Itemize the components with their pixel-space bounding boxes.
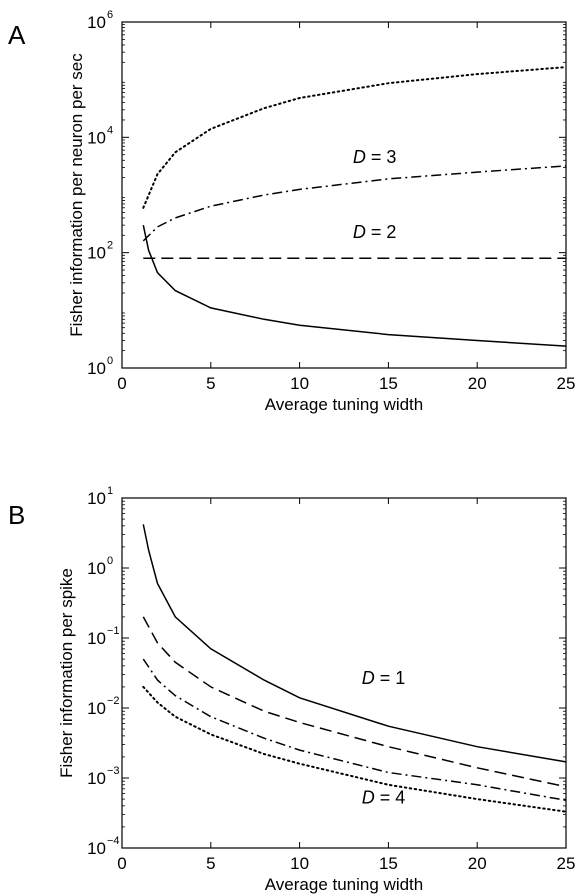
- series-line-dotted: [142, 685, 567, 813]
- x-tick-label: 10: [290, 374, 309, 393]
- y-tick-exponent: 1: [107, 485, 113, 497]
- x-tick-label: 5: [206, 374, 215, 393]
- series-line-solid: [142, 524, 567, 763]
- y-tick-exponent: 2: [107, 240, 113, 252]
- series-line-solid: [142, 225, 567, 347]
- plot-frame: [121, 497, 567, 849]
- x-tick-label: 20: [468, 854, 487, 873]
- curve-annotation: D = 1: [362, 668, 406, 688]
- y-tick-label: 10: [87, 489, 106, 508]
- x-tick-label: 25: [557, 374, 576, 393]
- x-axis-label: Average tuning width: [265, 395, 423, 414]
- curve-annotation: D = 4: [362, 788, 406, 808]
- curve-annotation: D = 3: [353, 147, 397, 167]
- series-line-dotted: [142, 66, 567, 209]
- y-tick-exponent: −4: [107, 835, 120, 847]
- y-tick-label: 10: [87, 699, 106, 718]
- y-tick-exponent: 0: [107, 355, 113, 367]
- y-tick-exponent: −3: [107, 765, 120, 777]
- x-tick-label: 10: [290, 854, 309, 873]
- x-tick-label: 0: [117, 854, 126, 873]
- y-axis-label: Fisher information per spike: [57, 568, 76, 778]
- x-tick-label: 15: [379, 374, 398, 393]
- curve-annotation: D = 2: [353, 222, 397, 242]
- y-tick-label: 10: [87, 769, 106, 788]
- y-tick-label: 10: [87, 128, 106, 147]
- x-tick-label: 25: [557, 854, 576, 873]
- panel-label-B: B: [8, 500, 25, 530]
- y-tick-exponent: 4: [107, 124, 113, 136]
- x-tick-label: 15: [379, 854, 398, 873]
- y-tick-label: 10: [87, 244, 106, 263]
- y-tick-label: 10: [87, 629, 106, 648]
- y-axis-label: Fisher information per neuron per sec: [67, 53, 86, 337]
- plot-frame: [121, 21, 567, 369]
- series-line-dashdot: [142, 658, 567, 802]
- x-axis-label: Average tuning width: [265, 875, 423, 894]
- y-tick-exponent: 0: [107, 555, 113, 567]
- panel-label-A: A: [8, 20, 26, 50]
- y-tick-label: 10: [87, 359, 106, 378]
- series-line-dashed: [142, 616, 567, 788]
- y-tick-exponent: −2: [107, 695, 120, 707]
- series-line-dashdot: [142, 165, 567, 242]
- y-tick-label: 10: [87, 559, 106, 578]
- y-tick-label: 10: [87, 839, 106, 858]
- y-tick-label: 10: [87, 13, 106, 32]
- y-tick-exponent: 6: [107, 9, 113, 21]
- x-tick-label: 5: [206, 854, 215, 873]
- x-tick-label: 0: [117, 374, 126, 393]
- x-tick-label: 20: [468, 374, 487, 393]
- y-tick-exponent: −1: [107, 625, 120, 637]
